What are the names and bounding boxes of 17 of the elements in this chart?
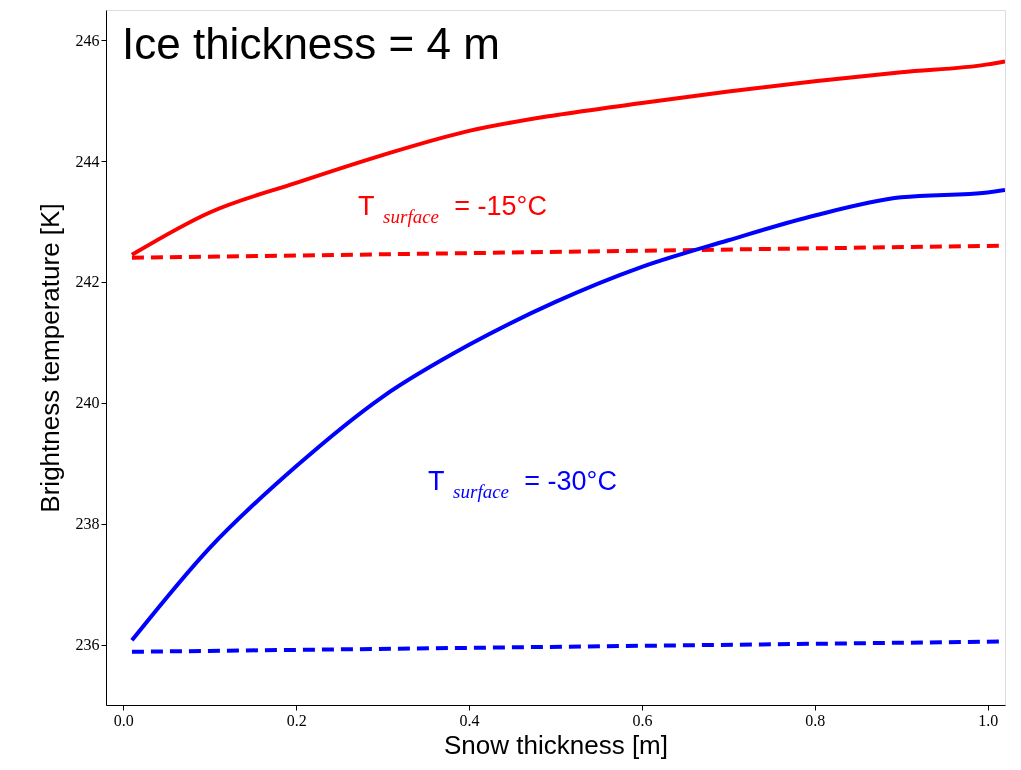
annotation: Ice thickness = 4 m <box>122 19 500 68</box>
line-series <box>129 188 1005 643</box>
y-tick-label: 246 <box>75 31 100 49</box>
x-tick-label: 0.0 <box>113 711 134 729</box>
y-axis-title: Brightness temperature [K] <box>34 203 65 513</box>
line-series <box>129 59 1005 257</box>
y-tick-label: 236 <box>75 636 100 654</box>
x-tick-label: 1.0 <box>978 711 999 729</box>
x-tick-label: 0.2 <box>286 711 307 729</box>
y-tick-label: 238 <box>75 515 100 533</box>
x-axis-title: Snow thickness [m] <box>444 729 668 760</box>
x-tick-label: 0.6 <box>632 711 653 729</box>
y-tick-label: 240 <box>75 394 100 412</box>
y-tick-label: 242 <box>75 273 100 291</box>
y-tick-label: 244 <box>75 152 100 170</box>
x-tick-label: 0.4 <box>459 711 480 729</box>
x-tick-label: 0.8 <box>805 711 826 729</box>
